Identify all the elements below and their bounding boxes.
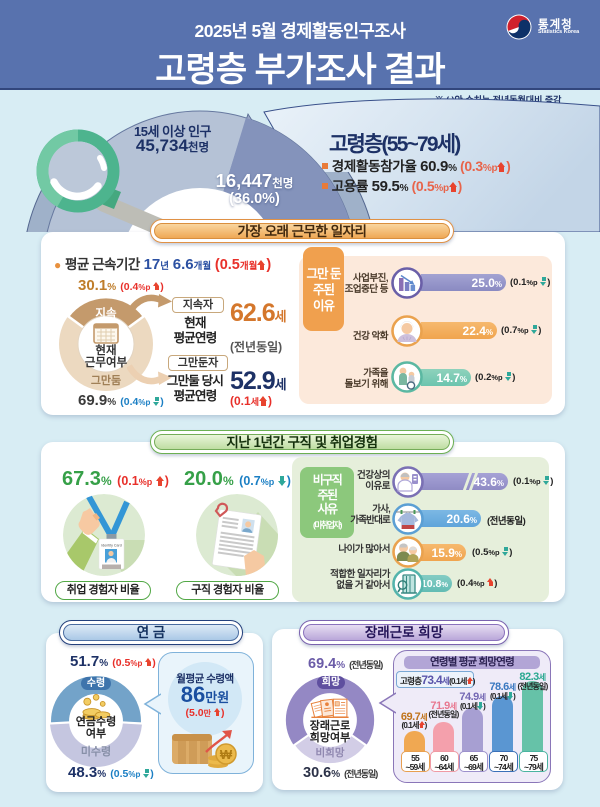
svg-text:₩: ₩ xyxy=(220,747,233,762)
svg-text:Identity Card: Identity Card xyxy=(101,544,121,548)
